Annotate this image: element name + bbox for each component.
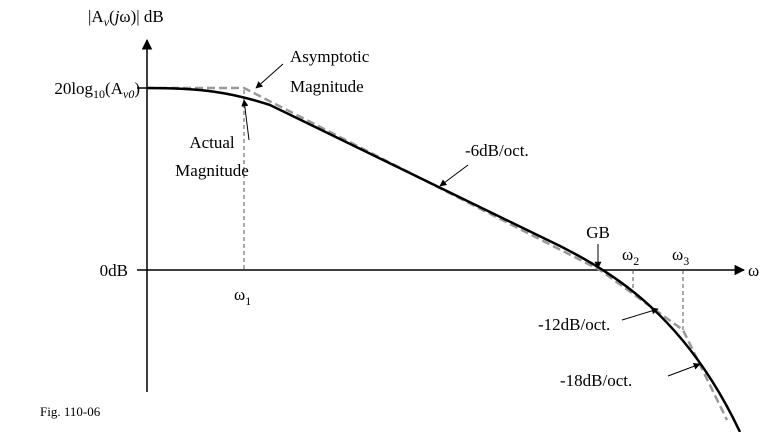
zero-level-label: 0dB xyxy=(100,261,128,280)
figure-label: Fig. 110-06 xyxy=(40,404,101,419)
slope-label: -6dB/oct. xyxy=(465,141,529,160)
asymptotic-magnitude xyxy=(147,86,729,421)
x-axis-label: ω xyxy=(748,261,759,280)
omega3-label: ω3 xyxy=(672,245,689,268)
arrow xyxy=(621,307,659,321)
asymptotic-label: Asymptotic xyxy=(290,47,370,66)
actual-magnitude xyxy=(146,86,742,432)
arrow xyxy=(241,99,250,141)
omega1-label: ω1 xyxy=(234,285,251,308)
omega2-label: ω2 xyxy=(622,245,639,268)
slope-label: -18dB/oct. xyxy=(560,371,632,390)
actual-label: Actual xyxy=(189,133,235,152)
arrow xyxy=(439,164,469,187)
arrow xyxy=(255,63,284,89)
actual-label: Magnitude xyxy=(175,161,249,180)
y-axis-label: |Av(jω)| dB xyxy=(88,7,164,29)
gb-label: GB xyxy=(586,223,610,242)
top-level-label: 20log10(Av0) xyxy=(54,79,140,101)
slope-label: -12dB/oct. xyxy=(538,315,610,334)
arrow xyxy=(667,362,701,377)
asymptotic-label: Magnitude xyxy=(290,77,364,96)
